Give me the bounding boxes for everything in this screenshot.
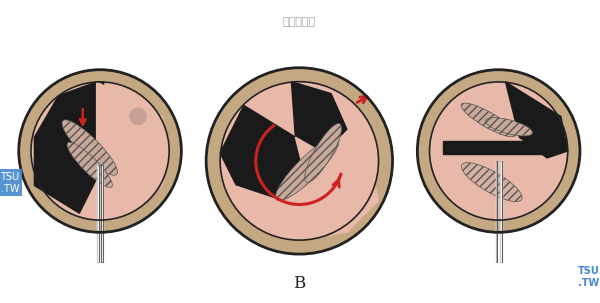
Circle shape (19, 70, 181, 232)
Circle shape (31, 82, 169, 220)
Polygon shape (220, 105, 304, 201)
Text: 天山医学成: 天山医学成 (283, 17, 316, 27)
Circle shape (206, 68, 392, 254)
Polygon shape (97, 82, 169, 220)
Bar (97, 165, 98, 262)
Bar (496, 161, 497, 262)
Polygon shape (506, 82, 568, 158)
Circle shape (130, 108, 146, 125)
Circle shape (220, 82, 379, 240)
Bar (496, 161, 497, 262)
Ellipse shape (62, 120, 118, 175)
Text: B: B (293, 275, 305, 292)
Polygon shape (34, 82, 104, 213)
Bar (101, 165, 103, 262)
Text: TSU
.TW: TSU .TW (0, 172, 19, 194)
Polygon shape (443, 141, 554, 155)
Bar (97, 165, 98, 262)
Bar (500, 161, 502, 262)
Polygon shape (284, 137, 379, 240)
Ellipse shape (67, 142, 112, 188)
Polygon shape (292, 82, 347, 153)
Text: TSU
.TW: TSU .TW (578, 266, 600, 288)
Ellipse shape (305, 124, 341, 182)
Ellipse shape (275, 137, 339, 201)
Ellipse shape (485, 118, 532, 136)
Bar (101, 165, 103, 262)
Circle shape (430, 82, 568, 220)
Bar (500, 161, 502, 262)
Ellipse shape (461, 103, 515, 137)
Circle shape (418, 70, 580, 232)
Ellipse shape (461, 163, 522, 201)
